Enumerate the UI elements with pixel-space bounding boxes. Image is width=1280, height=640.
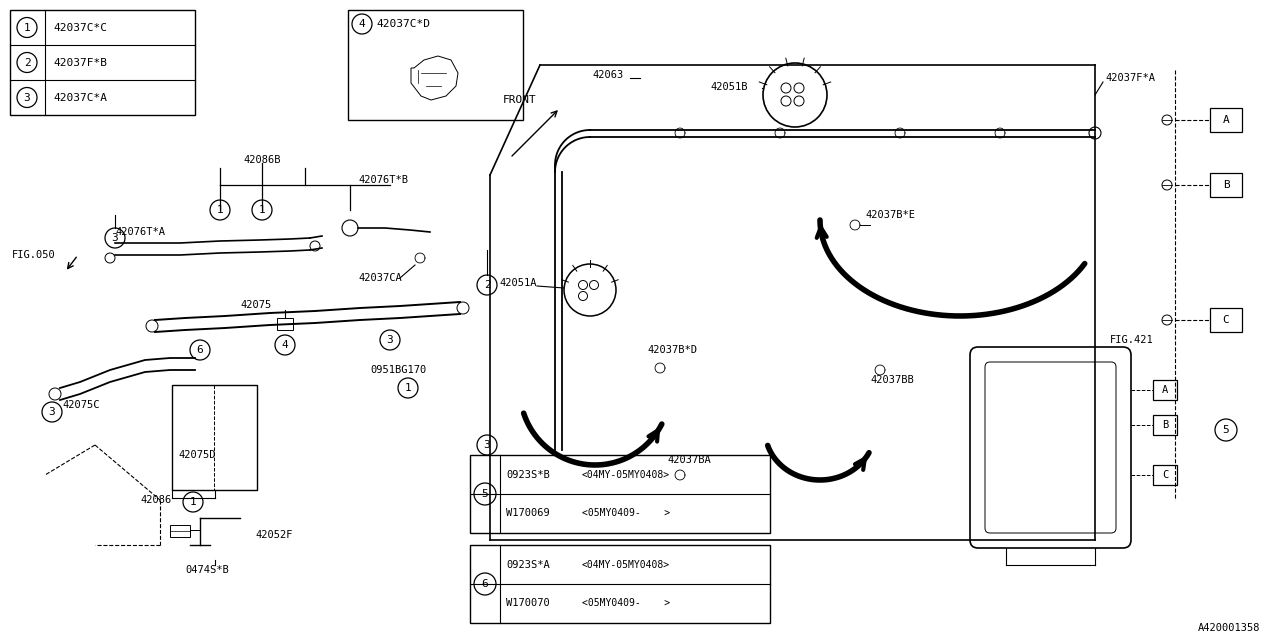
Bar	[10, 10, 195, 115]
Text: 42037C*A: 42037C*A	[52, 93, 108, 102]
Text: 42051A: 42051A	[499, 278, 538, 288]
Text: 6: 6	[481, 579, 489, 589]
Text: 1: 1	[259, 205, 265, 215]
Bar	[1210, 108, 1242, 132]
Text: 42037B*E: 42037B*E	[865, 210, 915, 220]
Text: 0923S*A: 0923S*A	[506, 559, 549, 570]
Text: W170069: W170069	[506, 509, 549, 518]
Text: 5: 5	[1222, 425, 1229, 435]
Text: <05MY0409-    >: <05MY0409- >	[582, 509, 671, 518]
Text: B: B	[1162, 420, 1169, 430]
Text: 2: 2	[484, 280, 490, 290]
Text: <04MY-05MY0408>: <04MY-05MY0408>	[582, 559, 671, 570]
Text: 1: 1	[23, 22, 31, 33]
Bar	[1210, 308, 1242, 332]
Text: 42037B*D: 42037B*D	[646, 345, 698, 355]
Text: 42037C*C: 42037C*C	[52, 22, 108, 33]
Text: C: C	[1162, 470, 1169, 480]
Text: A: A	[1222, 115, 1229, 125]
Text: 3: 3	[23, 93, 31, 102]
Text: 1: 1	[216, 205, 224, 215]
Bar	[172, 385, 257, 490]
Text: <04MY-05MY0408>: <04MY-05MY0408>	[582, 470, 671, 479]
Bar	[1153, 380, 1178, 400]
Text: 42037F*A: 42037F*A	[1105, 73, 1155, 83]
Text: A420001358: A420001358	[1198, 623, 1260, 633]
Text: FIG.050: FIG.050	[12, 250, 56, 260]
Text: 42037BB: 42037BB	[870, 375, 914, 385]
Text: FRONT: FRONT	[503, 95, 536, 105]
Text: 42075: 42075	[241, 300, 271, 310]
Text: 6: 6	[197, 345, 204, 355]
Text: 1: 1	[404, 383, 411, 393]
Text: 42051B: 42051B	[710, 82, 748, 92]
Text: C: C	[1222, 315, 1229, 325]
Text: 42075D: 42075D	[178, 450, 215, 460]
Bar	[1153, 465, 1178, 485]
Bar	[348, 10, 524, 120]
Text: 42086B: 42086B	[243, 155, 280, 165]
Text: A: A	[1162, 385, 1169, 395]
Text: 42075C: 42075C	[61, 400, 100, 410]
Text: 42037F*B: 42037F*B	[52, 58, 108, 67]
Text: 2: 2	[23, 58, 31, 67]
Text: 0474S*B: 0474S*B	[186, 565, 229, 575]
Text: 3: 3	[111, 233, 118, 243]
Bar	[1153, 415, 1178, 435]
Text: B: B	[1222, 180, 1229, 190]
Text: 1: 1	[189, 497, 196, 507]
Text: 0923S*B: 0923S*B	[506, 470, 549, 479]
Text: 42052F: 42052F	[255, 530, 293, 540]
Text: 0951BG170: 0951BG170	[370, 365, 426, 375]
Text: 4: 4	[358, 19, 365, 29]
Bar	[1210, 173, 1242, 197]
Text: 42086: 42086	[140, 495, 172, 505]
Text: 4: 4	[282, 340, 288, 350]
Text: 42076T*B: 42076T*B	[358, 175, 408, 185]
Bar	[276, 318, 293, 330]
Text: 3: 3	[484, 440, 490, 450]
Text: <05MY0409-    >: <05MY0409- >	[582, 598, 671, 609]
Text: 3: 3	[49, 407, 55, 417]
Text: FIG.421: FIG.421	[1110, 335, 1153, 345]
Bar	[470, 545, 771, 623]
Text: 42037BA: 42037BA	[667, 455, 710, 465]
Text: 42063: 42063	[593, 70, 623, 80]
Bar	[170, 525, 189, 537]
Text: 3: 3	[387, 335, 393, 345]
Text: W170070: W170070	[506, 598, 549, 609]
Bar	[470, 455, 771, 533]
Text: 42037C*D: 42037C*D	[376, 19, 430, 29]
Text: 42076T*A: 42076T*A	[115, 227, 165, 237]
Text: 42037CA: 42037CA	[358, 273, 402, 283]
Text: 5: 5	[481, 489, 489, 499]
